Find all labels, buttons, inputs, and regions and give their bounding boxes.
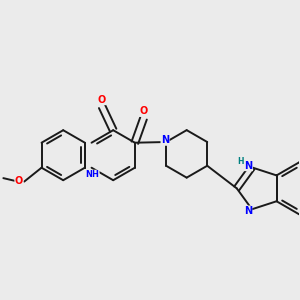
Text: N: N	[161, 135, 169, 145]
Text: N: N	[244, 206, 252, 216]
Text: H: H	[237, 157, 244, 166]
Text: NH: NH	[85, 170, 99, 179]
Text: O: O	[140, 106, 148, 116]
Text: N: N	[244, 161, 253, 171]
Text: O: O	[98, 95, 106, 105]
Text: O: O	[15, 176, 23, 186]
